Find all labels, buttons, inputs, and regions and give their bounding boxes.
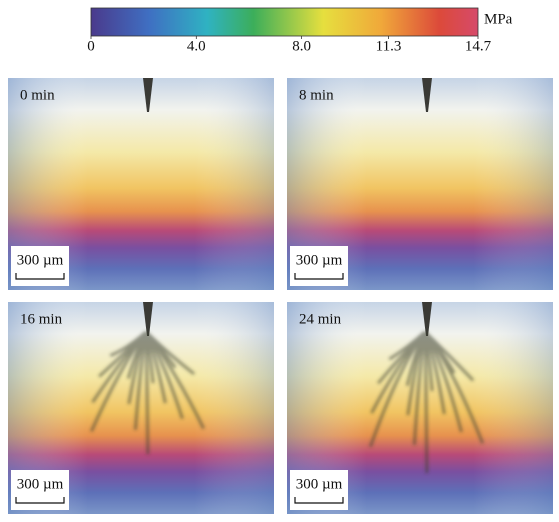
panel: 16 min 300 µm (8, 302, 274, 514)
scale-bar-label: 300 µm (17, 476, 64, 492)
panel-label: 8 min (299, 87, 334, 103)
panel: 8 min 300 µm (287, 78, 553, 290)
tick-label: 14.7 (465, 38, 492, 54)
panel-label: 0 min (20, 87, 55, 103)
tick-label: 4.0 (187, 38, 206, 54)
tick-label: 0 (87, 38, 95, 54)
colorbar-unit: MPa (484, 11, 513, 27)
panel: 0 min 300 µm (8, 78, 274, 290)
tick-label: 11.3 (376, 38, 402, 54)
panel-label: 24 min (299, 311, 342, 327)
scale-bar-label: 300 µm (296, 476, 343, 492)
figure: MPa 0 4.0 8.0 11.3 14.7 0 min 300 µm 8 min 300 µ… (0, 0, 559, 522)
colorbar (91, 8, 478, 36)
panel-label: 16 min (20, 311, 63, 327)
scale-bar-label: 300 µm (296, 252, 343, 268)
scale-bar-label: 300 µm (17, 252, 64, 268)
panel: 24 min 300 µm (287, 302, 553, 514)
tick-label: 8.0 (292, 38, 311, 54)
